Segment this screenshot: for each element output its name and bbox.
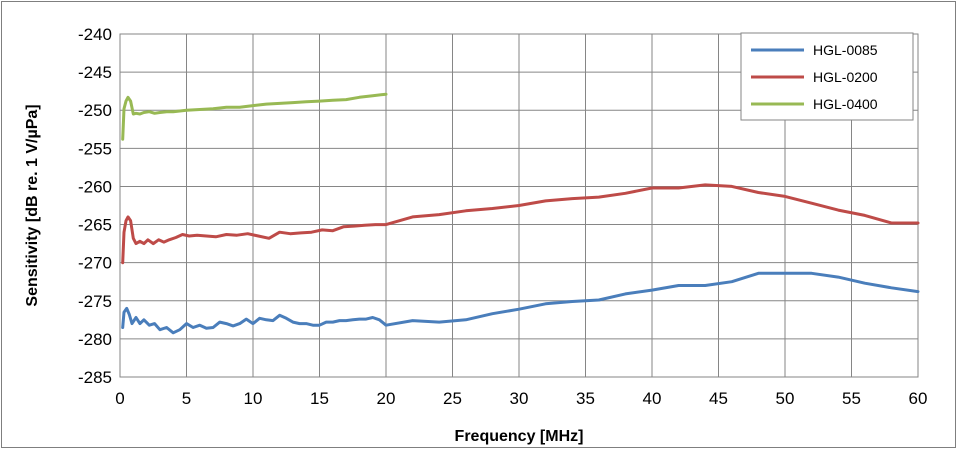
- x-tick-label-12: 60: [909, 389, 928, 408]
- plot-area-border: [119, 33, 919, 378]
- x-tick-label-11: 55: [842, 389, 861, 408]
- x-axis-title: Frequency [MHz]: [455, 428, 584, 445]
- y-tick-labels: -240 -245 -250 -255 -260 -265 -270 -275 -280 -285: [78, 25, 112, 387]
- y-tick-label-9: -285: [78, 368, 112, 387]
- y-axis-title: Sensitivity [dB re. 1 V/µPa]: [24, 104, 41, 306]
- legend-label-hgl-0400: HGL-0400: [813, 96, 878, 112]
- series-layer: [121, 92, 920, 335]
- x-tick-label-1: 5: [182, 389, 191, 408]
- x-tick-label-6: 30: [510, 389, 529, 408]
- x-tick-label-8: 40: [643, 389, 662, 408]
- legend-label-hgl-0085: HGL-0085: [813, 42, 878, 58]
- y-tick-label-5: -265: [78, 216, 112, 235]
- y-tick-label-8: -280: [78, 330, 112, 349]
- x-tick-label-2: 10: [244, 389, 263, 408]
- x-tick-label-0: 0: [115, 389, 124, 408]
- x-tick-label-4: 20: [377, 389, 396, 408]
- x-tick-label-5: 25: [443, 389, 462, 408]
- x-tick-label-7: 35: [576, 389, 595, 408]
- y-tick-label-4: -260: [78, 177, 112, 196]
- y-tick-label-0: -240: [78, 25, 112, 44]
- x-tick-label-3: 15: [310, 389, 329, 408]
- y-tick-label-6: -270: [78, 254, 112, 273]
- y-tick-label-7: -275: [78, 292, 112, 311]
- y-tick-label-3: -255: [78, 139, 112, 158]
- legend-label-hgl-0200: HGL-0200: [813, 69, 878, 85]
- x-tick-label-9: 45: [709, 389, 728, 408]
- y-tick-label-1: -245: [78, 63, 112, 82]
- series-line-hgl-0400: [121, 92, 388, 141]
- series-line-hgl-0200: [121, 183, 920, 265]
- x-tick-labels: 0 5 10 15 20 25 30 35 40 45 50 55 60: [115, 389, 927, 408]
- x-tick-label-10: 50: [776, 389, 795, 408]
- series-line-hgl-0085: [121, 271, 920, 335]
- legend: HGL-0085 HGL-0200 HGL-0400: [740, 32, 914, 121]
- y-tick-label-2: -250: [78, 101, 112, 120]
